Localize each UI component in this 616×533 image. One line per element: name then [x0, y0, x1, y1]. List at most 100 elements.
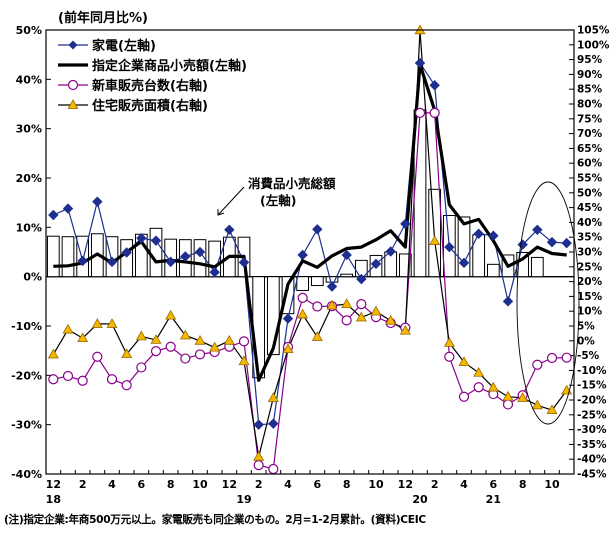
- left-tick-label: -10%: [11, 320, 42, 333]
- left-tick-label: 50%: [16, 24, 42, 37]
- triangle-marker: [62, 323, 74, 334]
- circle-marker: [136, 362, 147, 373]
- right-tick-label: 60%: [577, 158, 603, 170]
- diamond-marker: [209, 267, 220, 278]
- legend-label: 新車販売台数(右軸): [92, 78, 208, 94]
- x-year-label: 21: [486, 493, 501, 506]
- circle-marker: [356, 298, 367, 310]
- right-tick-label: -30%: [577, 424, 607, 436]
- diamond-marker: [458, 257, 470, 269]
- right-tick-label: 40%: [577, 217, 603, 229]
- diamond-marker: [253, 419, 264, 430]
- bar: [516, 251, 530, 278]
- bars-annotation-label: 消費品小売総額: [248, 176, 336, 191]
- right-tick-label: -10%: [577, 365, 607, 377]
- right-tick-label: 95%: [577, 54, 603, 66]
- legend-triangle-marker: [67, 99, 79, 109]
- right-tick-label: 15%: [577, 291, 603, 303]
- triangle-marker: [370, 305, 382, 316]
- circle-marker: [48, 374, 59, 385]
- bars-annotation-axis: (左軸): [260, 193, 296, 208]
- circle-marker: [180, 353, 191, 364]
- bar: [457, 216, 471, 278]
- circle-marker: [546, 352, 558, 364]
- triangle-marker: [238, 355, 250, 366]
- diamond-marker: [268, 418, 279, 429]
- triangle-marker: [326, 299, 338, 310]
- triangle-marker: [253, 451, 265, 461]
- circle-marker: [106, 374, 118, 385]
- plot-frame: [45, 29, 575, 475]
- x-month-label: 2: [255, 478, 263, 491]
- circle-marker: [238, 336, 250, 347]
- triangle-marker: [194, 334, 206, 345]
- triangle-marker: [282, 343, 294, 353]
- circle-marker: [253, 460, 264, 471]
- right-tick-label: 105%: [577, 25, 610, 37]
- x-month-label: 12: [398, 478, 413, 491]
- x-year-label: 20: [412, 493, 428, 506]
- left-tick-label: -30%: [11, 419, 42, 432]
- triangle-marker: [77, 332, 89, 343]
- circle-marker: [532, 359, 543, 370]
- x-month-label: 6: [138, 478, 146, 491]
- triangle-marker: [47, 348, 59, 359]
- diamond-marker: [370, 258, 382, 270]
- x-axis: 12 2 4 6 8 10 12 2 4 6 8 10 12 2 4 6 8 10 18 19 20 21: [45, 470, 575, 506]
- triangle-marker: [341, 298, 353, 308]
- diamond-marker: [561, 237, 572, 249]
- legend-diamond-marker: [68, 40, 78, 50]
- triangle-marker: [179, 329, 191, 340]
- triangle-marker: [517, 392, 529, 402]
- bar: [193, 239, 207, 278]
- diamond-marker: [224, 224, 235, 236]
- diamond-marker: [356, 273, 367, 285]
- diamond-marker: [546, 236, 558, 248]
- right-tick-label: -20%: [577, 395, 607, 407]
- bar: [61, 236, 75, 278]
- x-month-label: 10: [368, 478, 384, 491]
- diamond-marker: [48, 209, 59, 221]
- circle-marker: [62, 370, 74, 382]
- diamond-marker: [502, 296, 514, 307]
- right-tick-label: 5%: [577, 321, 595, 333]
- triangle-marker: [135, 330, 147, 341]
- right-tick-label: -15%: [577, 380, 607, 392]
- right-tick-label: -25%: [577, 409, 607, 421]
- right-tick-label: 70%: [577, 128, 603, 140]
- triangle-marker: [443, 337, 455, 347]
- diamond-marker: [106, 256, 118, 268]
- diamond-marker: [282, 313, 294, 324]
- right-tick-label: 80%: [577, 99, 603, 111]
- diamond-marker: [92, 196, 103, 207]
- triangle-marker: [473, 366, 485, 377]
- triangle-marker: [429, 235, 441, 245]
- annotations: 消費品小売総額 (左軸): [217, 176, 580, 425]
- triangle-marker: [355, 311, 367, 322]
- right-tick-label: 55%: [577, 173, 603, 185]
- x-month-label: 4: [460, 478, 468, 491]
- left-tick-label: 20%: [16, 172, 42, 185]
- triangle-marker: [165, 309, 177, 320]
- legend-label: 家電(左軸): [92, 38, 156, 54]
- bar: [530, 256, 544, 278]
- triangle-marker: [385, 314, 397, 325]
- x-month-label: 8: [519, 478, 527, 491]
- legend-label: 指定企業商品小売額(左軸): [92, 58, 247, 74]
- triangle-marker: [150, 334, 162, 344]
- right-tick-label: -40%: [577, 454, 607, 466]
- diamond-marker: [194, 246, 206, 258]
- bars: [46, 109, 544, 379]
- x-year-label: 19: [236, 493, 251, 506]
- right-tick-label: 75%: [577, 113, 603, 125]
- right-tick-label: 45%: [577, 202, 603, 214]
- diamond-marker: [444, 241, 455, 253]
- circle-marker: [150, 346, 162, 357]
- circle-marker: [414, 107, 426, 118]
- diamond-marker: [180, 251, 191, 262]
- circle-marker: [77, 375, 88, 386]
- x-month-label: 6: [314, 478, 322, 491]
- right-tick-label: 0%: [577, 335, 595, 347]
- diamond-marker: [488, 230, 499, 241]
